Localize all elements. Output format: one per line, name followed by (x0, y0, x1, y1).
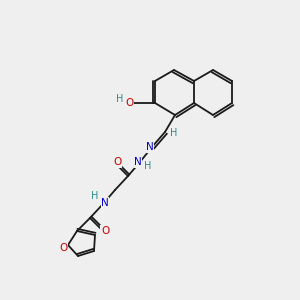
Text: O: O (101, 226, 109, 236)
Text: H: H (170, 128, 178, 138)
Text: N: N (101, 198, 109, 208)
Text: O: O (125, 98, 133, 108)
Text: O: O (113, 157, 121, 167)
Text: N: N (134, 157, 142, 167)
Text: H: H (116, 94, 124, 104)
Text: H: H (144, 161, 152, 171)
Text: O: O (59, 243, 67, 253)
Text: N: N (146, 142, 154, 152)
Text: H: H (91, 191, 99, 201)
